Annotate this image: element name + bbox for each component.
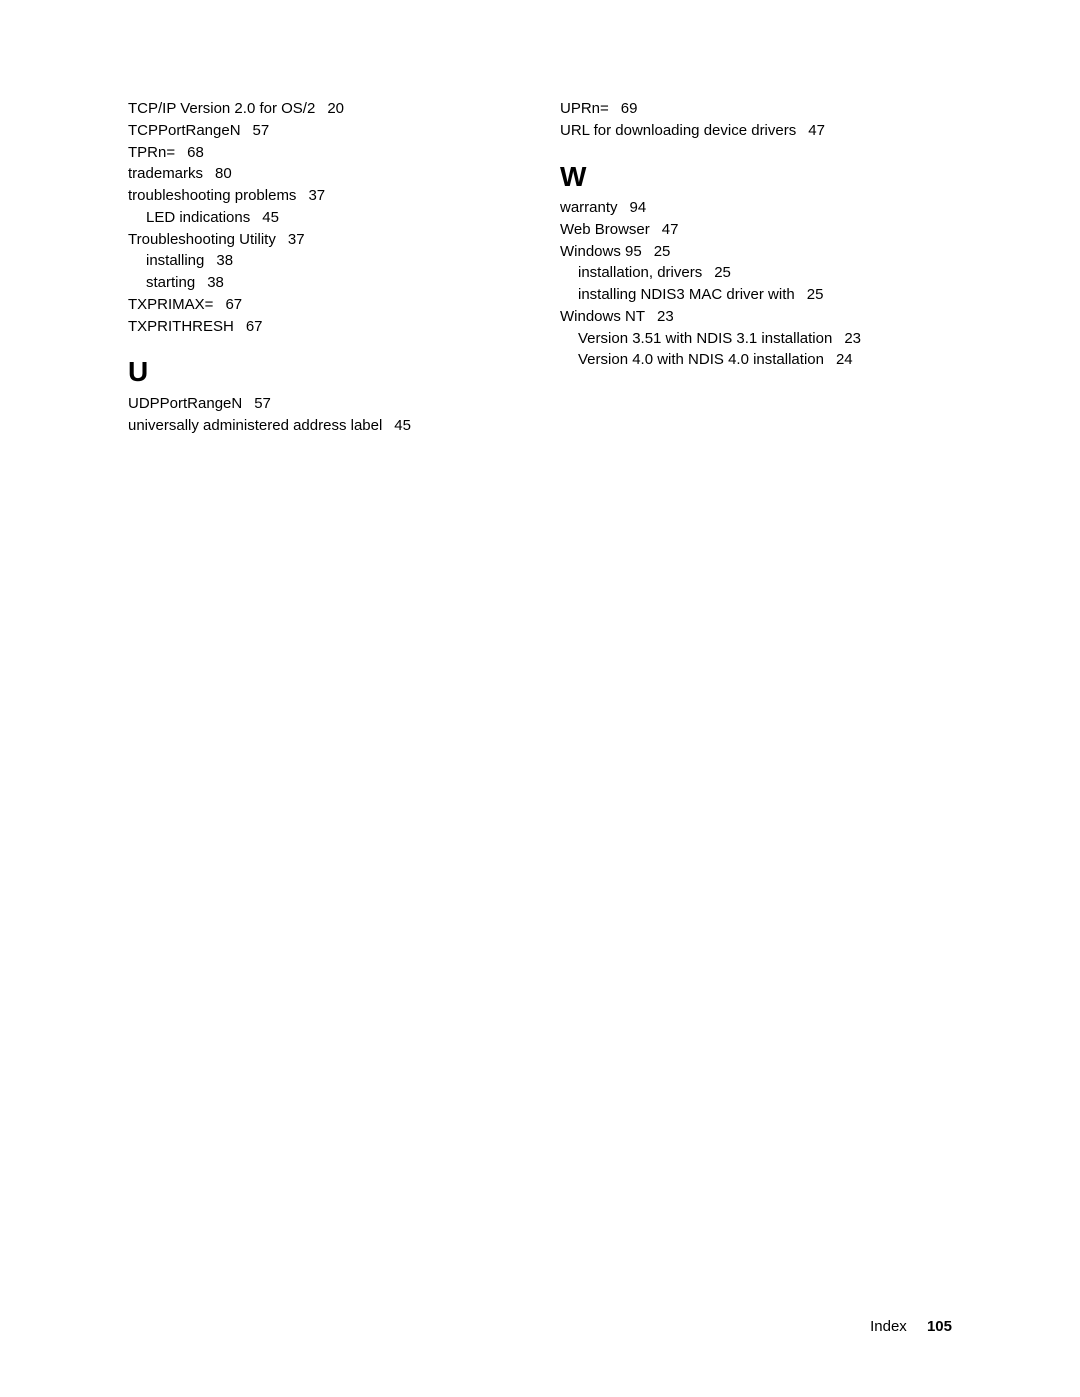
index-page-ref: 57: [253, 122, 270, 139]
index-page-ref: 25: [714, 264, 731, 281]
index-entry: installation, drivers 25: [560, 262, 952, 284]
index-page-ref: 25: [654, 243, 671, 260]
index-term: Windows NT: [560, 308, 645, 325]
index-page-ref: 45: [262, 209, 279, 226]
index-term: warranty: [560, 199, 618, 216]
index-term: Web Browser: [560, 221, 650, 238]
index-term: starting: [146, 274, 195, 291]
index-entry: installing 38: [128, 250, 520, 272]
index-entry: troubleshooting problems 37: [128, 185, 520, 207]
index-entry: Troubleshooting Utility 37: [128, 229, 520, 251]
index-term: troubleshooting problems: [128, 187, 296, 204]
left-top-entries: TCP/IP Version 2.0 for OS/2 20 TCPPortRang…: [128, 98, 520, 337]
index-term: Windows 95: [560, 243, 642, 260]
index-page-ref: 47: [808, 122, 825, 139]
index-entry: Version 4.0 with NDIS 4.0 installation 24: [560, 349, 952, 371]
page-footer: Index 105: [870, 1318, 952, 1335]
index-entry: TCP/IP Version 2.0 for OS/2 20: [128, 98, 520, 120]
index-term: TCPPortRangeN: [128, 122, 241, 139]
index-page-ref: 57: [254, 395, 271, 412]
index-term: installing: [146, 252, 204, 269]
index-page-ref: 25: [807, 286, 824, 303]
index-page-ref: 68: [187, 144, 204, 161]
index-page-ref: 47: [662, 221, 679, 238]
index-entry: installing NDIS3 MAC driver with 25: [560, 284, 952, 306]
heading-u: U: [128, 355, 520, 389]
index-page-ref: 37: [308, 187, 325, 204]
index-term: trademarks: [128, 165, 203, 182]
index-entry: Web Browser 47: [560, 219, 952, 241]
index-term: Troubleshooting Utility: [128, 231, 276, 248]
index-page-ref: 94: [630, 199, 647, 216]
index-entry: starting 38: [128, 272, 520, 294]
index-entry: TXPRITHRESH 67: [128, 316, 520, 338]
index-entry: UPRn= 69: [560, 98, 952, 120]
index-entry: warranty 94: [560, 197, 952, 219]
index-term: LED indications: [146, 209, 250, 226]
index-page-ref: 20: [327, 100, 344, 117]
index-page-ref: 67: [246, 318, 263, 335]
index-page-ref: 38: [207, 274, 224, 291]
index-entry: Windows NT 23: [560, 306, 952, 328]
index-entry: TCPPortRangeN 57: [128, 120, 520, 142]
footer-page-number: 105: [927, 1318, 952, 1335]
heading-w: W: [560, 160, 952, 194]
index-term: installing NDIS3 MAC driver with: [578, 286, 795, 303]
index-entry: trademarks 80: [128, 163, 520, 185]
right-column: UPRn= 69 URL for downloading device driver…: [560, 98, 952, 436]
index-page-ref: 37: [288, 231, 305, 248]
index-page-ref: 45: [394, 417, 411, 434]
index-entry: URL for downloading device drivers 47: [560, 120, 952, 142]
index-term: TXPRITHRESH: [128, 318, 234, 335]
page-content: TCP/IP Version 2.0 for OS/2 20 TCPPortRang…: [0, 0, 1080, 436]
index-page-ref: 23: [657, 308, 674, 325]
index-entry: LED indications 45: [128, 207, 520, 229]
index-entry: Version 3.51 with NDIS 3.1 installation 2…: [560, 328, 952, 350]
index-page-ref: 80: [215, 165, 232, 182]
index-term: Version 3.51 with NDIS 3.1 installation: [578, 330, 832, 347]
index-term: TXPRIMAX=: [128, 296, 213, 313]
index-term: UDPPortRangeN: [128, 395, 242, 412]
index-term: universally administered address label: [128, 417, 382, 434]
right-w-entries: warranty94Web Browser47Windows 9525insta…: [560, 197, 952, 371]
left-column: TCP/IP Version 2.0 for OS/2 20 TCPPortRang…: [128, 98, 520, 436]
index-entry: UDPPortRangeN 57: [128, 393, 520, 415]
index-term: installation, drivers: [578, 264, 702, 281]
index-entry: Windows 95 25: [560, 241, 952, 263]
index-term: TCP/IP Version 2.0 for OS/2: [128, 100, 315, 117]
right-top-entries: UPRn= 69 URL for downloading device driver…: [560, 98, 952, 142]
footer-label: Index: [870, 1318, 907, 1335]
left-u-entries: UDPPortRangeN 57 universally administered …: [128, 393, 520, 437]
index-page-ref: 38: [216, 252, 233, 269]
index-entry: TPRn= 68: [128, 142, 520, 164]
index-page-ref: 24: [836, 351, 853, 368]
index-page-ref: 67: [225, 296, 242, 313]
index-term: URL for downloading device drivers: [560, 122, 796, 139]
index-page-ref: 69: [621, 100, 638, 117]
index-page-ref: 23: [844, 330, 861, 347]
index-term: Version 4.0 with NDIS 4.0 installation: [578, 351, 824, 368]
index-term: UPRn=: [560, 100, 609, 117]
index-entry: TXPRIMAX= 67: [128, 294, 520, 316]
index-entry: universally administered address label 45: [128, 415, 520, 437]
index-term: TPRn=: [128, 144, 175, 161]
